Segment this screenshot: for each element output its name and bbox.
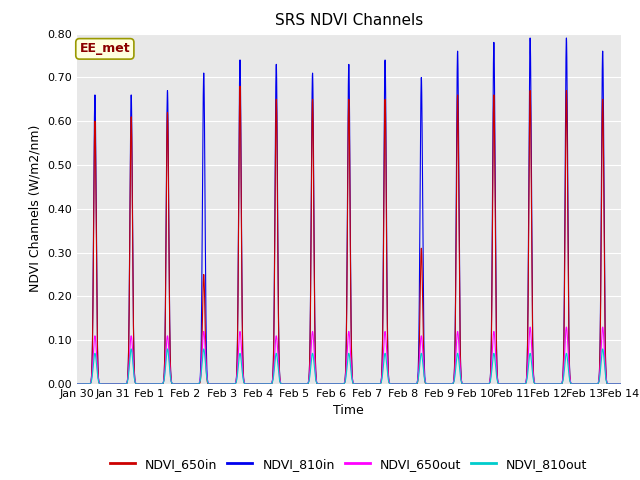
Y-axis label: NDVI Channels (W/m2/nm): NDVI Channels (W/m2/nm) [29, 125, 42, 292]
NDVI_650in [73, 381, 81, 387]
NDVI_810in [189, 381, 197, 387]
NDVI_810in [617, 381, 625, 387]
NDVI_810out [184, 381, 191, 387]
NDVI_810out [276, 380, 284, 386]
NDVI_650in [236, 84, 244, 89]
NDVI_810out [73, 381, 81, 387]
Line: NDVI_810in: NDVI_810in [77, 38, 621, 384]
NDVI_650in [189, 381, 197, 387]
NDVI_650out [599, 324, 607, 330]
NDVI_650in [501, 381, 509, 387]
Legend: NDVI_650in, NDVI_810in, NDVI_650out, NDVI_810out: NDVI_650in, NDVI_810in, NDVI_650out, NDV… [105, 453, 593, 476]
NDVI_810in [615, 381, 623, 387]
NDVI_650out [617, 381, 625, 387]
NDVI_810in [73, 381, 81, 387]
Line: NDVI_810out: NDVI_810out [77, 349, 621, 384]
X-axis label: Time: Time [333, 405, 364, 418]
NDVI_810out [615, 381, 623, 387]
NDVI_650in [615, 381, 623, 387]
NDVI_810in [424, 381, 431, 387]
Line: NDVI_650out: NDVI_650out [77, 327, 621, 384]
NDVI_810out [599, 346, 607, 352]
NDVI_810out [501, 381, 509, 387]
NDVI_650out [424, 381, 431, 387]
NDVI_650out [184, 381, 191, 387]
NDVI_650in [617, 381, 625, 387]
NDVI_650in [276, 380, 284, 386]
NDVI_810in [563, 35, 570, 41]
NDVI_810out [189, 381, 197, 387]
NDVI_810out [424, 381, 431, 387]
NDVI_810in [501, 381, 509, 387]
NDVI_810in [276, 380, 284, 385]
Title: SRS NDVI Channels: SRS NDVI Channels [275, 13, 423, 28]
NDVI_650in [424, 381, 431, 387]
NDVI_650out [189, 381, 197, 387]
NDVI_650out [501, 381, 509, 387]
NDVI_650out [73, 381, 81, 387]
NDVI_810in [184, 381, 191, 387]
Line: NDVI_650in: NDVI_650in [77, 86, 621, 384]
NDVI_810out [617, 381, 625, 387]
Text: EE_met: EE_met [79, 42, 130, 55]
NDVI_650out [615, 381, 623, 387]
NDVI_650out [276, 379, 284, 385]
NDVI_650in [184, 381, 191, 387]
